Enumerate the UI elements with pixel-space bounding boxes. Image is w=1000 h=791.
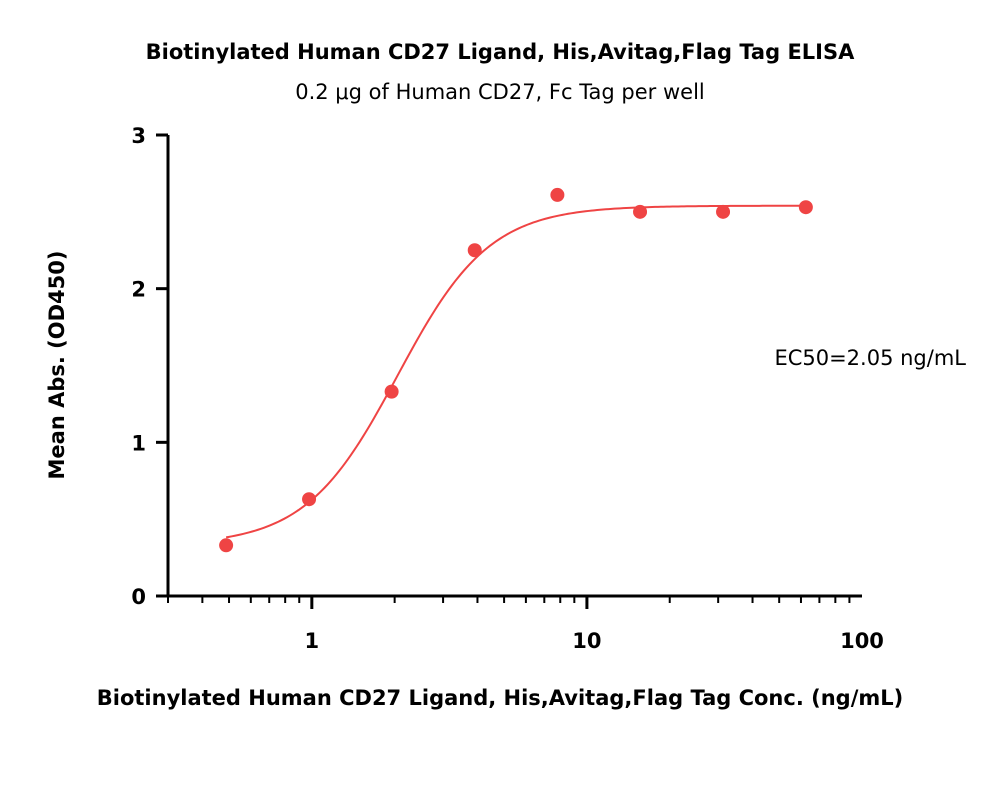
x-tick-label: 1 [305, 629, 320, 653]
data-point [550, 187, 565, 202]
data-point [384, 384, 399, 399]
data-point [798, 200, 813, 215]
y-tick-label: 1 [131, 431, 146, 455]
ec50-annotation: EC50=2.05 ng/mL [774, 346, 966, 370]
data-point [633, 204, 648, 219]
data-point [302, 492, 317, 507]
x-tick-label: 10 [572, 629, 601, 653]
chart-title: Biotinylated Human CD27 Ligand, His,Avit… [145, 40, 855, 64]
data-point [467, 243, 482, 258]
y-tick-label: 0 [131, 585, 146, 609]
fit-curve [225, 204, 806, 539]
data-point [219, 538, 234, 553]
x-tick-label: 100 [840, 629, 884, 653]
x-axis-label: Biotinylated Human CD27 Ligand, His,Avit… [96, 686, 904, 710]
y-tick-label: 2 [131, 278, 146, 302]
chart-subtitle: 0.2 μg of Human CD27, Fc Tag per well [295, 80, 705, 104]
data-point [716, 204, 731, 219]
y-tick-label: 3 [131, 124, 146, 148]
